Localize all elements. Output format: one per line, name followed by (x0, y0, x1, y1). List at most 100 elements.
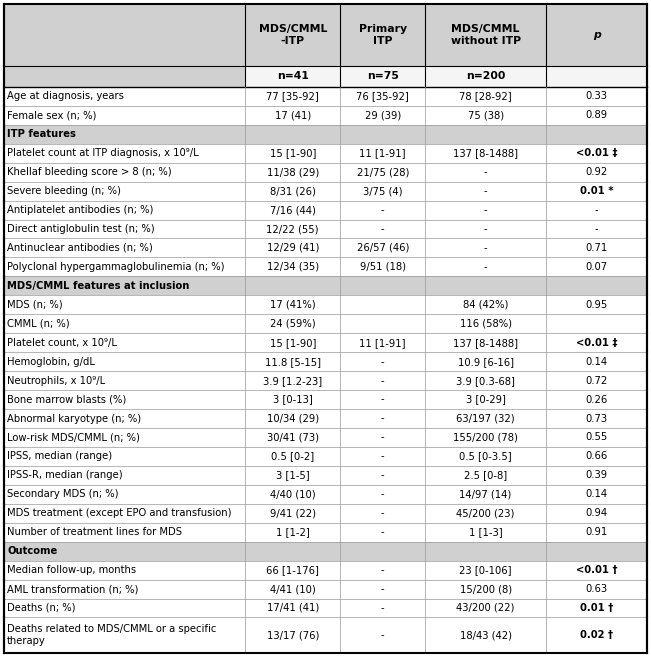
Text: Khellaf bleeding score > 8 (n; %): Khellaf bleeding score > 8 (n; %) (7, 167, 172, 177)
Text: Hemoglobin, g/dL: Hemoglobin, g/dL (7, 357, 95, 367)
Bar (4, 371, 647, 390)
Text: -: - (595, 224, 598, 234)
Text: Deaths (n; %): Deaths (n; %) (7, 603, 76, 613)
Text: 0.94: 0.94 (585, 509, 607, 518)
Text: p: p (592, 30, 600, 40)
Text: 23 [0-106]: 23 [0-106] (460, 565, 512, 575)
Text: Deaths related to MDS/CMML or a specific
therapy: Deaths related to MDS/CMML or a specific… (7, 624, 216, 646)
Text: -: - (381, 205, 385, 215)
Text: ITP features: ITP features (7, 129, 76, 139)
Text: 17 (41%): 17 (41%) (270, 300, 316, 310)
Text: MDS/CMML features at inclusion: MDS/CMML features at inclusion (7, 281, 189, 291)
Bar (4, 390, 647, 409)
Text: CMML (n; %): CMML (n; %) (7, 319, 70, 328)
Text: -: - (595, 205, 598, 215)
Text: 0.63: 0.63 (585, 584, 607, 594)
Text: -: - (381, 584, 385, 594)
Text: Antiplatelet antibodies (n; %): Antiplatelet antibodies (n; %) (7, 205, 154, 215)
Text: Antinuclear antibodies (n; %): Antinuclear antibodies (n; %) (7, 243, 153, 253)
Text: 12/29 (41): 12/29 (41) (266, 243, 319, 253)
Text: MDS/CMML
-ITP: MDS/CMML -ITP (258, 24, 327, 45)
Text: 3 [0-29]: 3 [0-29] (465, 395, 506, 405)
Text: 29 (39): 29 (39) (365, 110, 401, 120)
Text: 77 [35-92]: 77 [35-92] (266, 91, 319, 101)
Text: 30/41 (73): 30/41 (73) (267, 432, 319, 442)
Text: 9/51 (18): 9/51 (18) (360, 262, 406, 272)
Text: Direct antiglobulin test (n; %): Direct antiglobulin test (n; %) (7, 224, 155, 234)
Text: 0.92: 0.92 (585, 167, 607, 177)
Bar (4, 466, 647, 485)
Text: n=200: n=200 (466, 71, 505, 81)
Text: Neutrophils, x 10⁹/L: Neutrophils, x 10⁹/L (7, 376, 105, 386)
Bar (4, 144, 647, 163)
Text: Number of treatment lines for MDS: Number of treatment lines for MDS (7, 527, 182, 537)
Text: 10.9 [6-16]: 10.9 [6-16] (458, 357, 514, 367)
Text: 14/97 (14): 14/97 (14) (460, 489, 512, 499)
Bar (4, 296, 647, 314)
Text: Severe bleeding (n; %): Severe bleeding (n; %) (7, 186, 121, 196)
Text: 0.73: 0.73 (585, 413, 607, 424)
Text: 45/200 (23): 45/200 (23) (456, 509, 515, 518)
Text: 0.01 *: 0.01 * (579, 186, 613, 196)
Text: Outcome: Outcome (7, 546, 57, 556)
Text: 0.66: 0.66 (585, 451, 607, 461)
Text: 43/200 (22): 43/200 (22) (456, 603, 515, 613)
Text: Median follow-up, months: Median follow-up, months (7, 565, 136, 575)
Text: -: - (381, 357, 385, 367)
Text: 76 [35-92]: 76 [35-92] (356, 91, 409, 101)
Bar (4, 181, 647, 200)
Text: 12/22 (55): 12/22 (55) (266, 224, 319, 234)
Text: 15 [1-90]: 15 [1-90] (270, 148, 316, 158)
Text: 0.14: 0.14 (585, 357, 607, 367)
Text: 24 (59%): 24 (59%) (270, 319, 316, 328)
Text: n=75: n=75 (367, 71, 398, 81)
Bar (4, 200, 647, 219)
Text: -: - (484, 186, 488, 196)
Text: 84 (42%): 84 (42%) (463, 300, 508, 310)
Text: 0.89: 0.89 (585, 110, 607, 120)
Text: 7/16 (44): 7/16 (44) (270, 205, 316, 215)
Bar (4, 541, 647, 560)
Text: MDS/CMML
without ITP: MDS/CMML without ITP (450, 24, 521, 45)
Bar (4, 579, 647, 599)
Text: 18/43 (42): 18/43 (42) (460, 630, 512, 640)
Bar (4, 560, 647, 579)
Text: 3 [0-13]: 3 [0-13] (273, 395, 312, 405)
Text: 0.5 [0-3.5]: 0.5 [0-3.5] (460, 451, 512, 461)
Text: -: - (381, 432, 385, 442)
Text: 4/40 (10): 4/40 (10) (270, 489, 316, 499)
Text: 11 [1-91]: 11 [1-91] (359, 338, 406, 348)
Text: IPSS, median (range): IPSS, median (range) (7, 451, 112, 461)
Bar (4, 4, 647, 66)
Bar (245, 66, 340, 87)
Bar (4, 219, 647, 238)
Text: 3.9 [0.3-68]: 3.9 [0.3-68] (456, 376, 515, 386)
Text: <0.01 †: <0.01 † (575, 565, 617, 575)
Text: 137 [8-1488]: 137 [8-1488] (453, 338, 518, 348)
Bar (4, 523, 647, 541)
Text: -: - (381, 527, 385, 537)
Text: 12/34 (35): 12/34 (35) (267, 262, 319, 272)
Bar (4, 314, 647, 333)
Bar (4, 106, 647, 125)
Text: 0.91: 0.91 (585, 527, 607, 537)
Text: MDS treatment (except EPO and transfusion): MDS treatment (except EPO and transfusio… (7, 509, 232, 518)
Text: -: - (381, 376, 385, 386)
Text: 11/38 (29): 11/38 (29) (266, 167, 319, 177)
Text: Low-risk MDS/CMML (n; %): Low-risk MDS/CMML (n; %) (7, 432, 140, 442)
Text: 75 (38): 75 (38) (467, 110, 504, 120)
Bar (4, 485, 647, 504)
Text: -: - (381, 395, 385, 405)
Text: 15/200 (8): 15/200 (8) (460, 584, 512, 594)
Text: Primary
ITP: Primary ITP (359, 24, 407, 45)
Text: -: - (381, 470, 385, 480)
Text: 0.71: 0.71 (585, 243, 607, 253)
Text: 9/41 (22): 9/41 (22) (270, 509, 316, 518)
Text: -: - (381, 565, 385, 575)
Text: Platelet count, x 10⁹/L: Platelet count, x 10⁹/L (7, 338, 117, 348)
Text: <0.01 ‡: <0.01 ‡ (575, 148, 617, 158)
Text: -: - (381, 603, 385, 613)
Text: Platelet count at ITP diagnosis, x 10⁹/L: Platelet count at ITP diagnosis, x 10⁹/L (7, 148, 199, 158)
Text: 11.8 [5-15]: 11.8 [5-15] (265, 357, 321, 367)
Bar (4, 333, 647, 352)
